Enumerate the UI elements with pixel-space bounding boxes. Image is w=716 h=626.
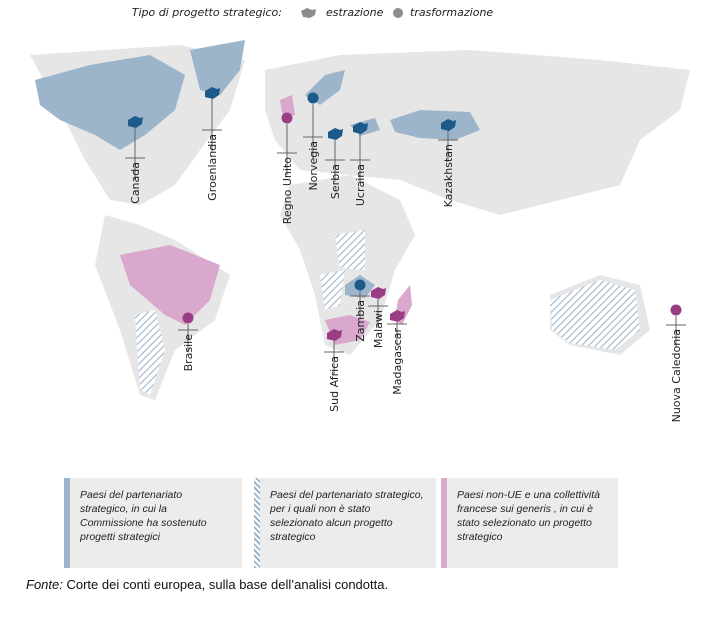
category-text: Paesi non-UE e una collettività francese… (457, 489, 600, 543)
country-label: Sud Africa (328, 356, 341, 412)
legend-title: Tipo di progetto strategico: (132, 6, 282, 19)
map: Tipo di progetto strategico: estrazione … (30, 6, 690, 422)
country-label: Canada (129, 162, 142, 204)
country-label: Madagascar (391, 328, 404, 395)
extraction-marker (371, 287, 386, 299)
category-text: Paesi del partenariato strategico, per i… (270, 489, 424, 543)
source-label: Fonte: (26, 577, 63, 592)
extraction-marker (441, 119, 456, 131)
extraction-marker (390, 310, 405, 322)
country-label: Groenlandia (206, 134, 219, 201)
extraction-marker (128, 116, 143, 128)
source-text: Corte dei conti europea, sulla base dell… (66, 577, 389, 592)
processing-marker (281, 112, 293, 124)
category-box: Paesi non-UE e una collettività francese… (441, 478, 618, 568)
stripe (254, 478, 260, 568)
stripe (64, 478, 70, 568)
processing-marker (670, 304, 682, 316)
country-label: Norvegia (307, 141, 320, 191)
processing-marker (354, 279, 366, 291)
category-box: Paesi del partenariato strategico, per i… (254, 478, 436, 568)
country-label: Nuova Caledonia (670, 329, 683, 422)
category-text: Paesi del partenariato strategico, in cu… (80, 489, 207, 543)
extraction-marker (328, 128, 343, 140)
highlighted-countries (35, 40, 640, 395)
extraction-marker (327, 329, 342, 341)
extraction-marker (205, 87, 220, 99)
stripe (441, 478, 447, 568)
legend-icon-processing (393, 8, 403, 18)
processing-marker (307, 92, 319, 104)
category-box: Paesi del partenariato strategico, in cu… (64, 478, 242, 568)
extraction-marker (353, 122, 368, 134)
legend-icon-extraction (301, 8, 316, 18)
country-label: Regno Unito (281, 157, 294, 224)
source: Fonte: Corte dei conti europea, sulla ba… (26, 577, 388, 592)
country-label: Malawi (372, 310, 385, 348)
legend-item: estrazione (326, 6, 384, 19)
processing-marker (182, 312, 194, 324)
country-label: Serbia (329, 164, 342, 199)
country-label: Zambia (354, 300, 367, 342)
legend-item: trasformazione (410, 6, 493, 19)
country-label: Ucraina (354, 164, 367, 206)
country-label: Brasile (182, 334, 195, 372)
country-label: Kazakhstan (442, 144, 455, 207)
